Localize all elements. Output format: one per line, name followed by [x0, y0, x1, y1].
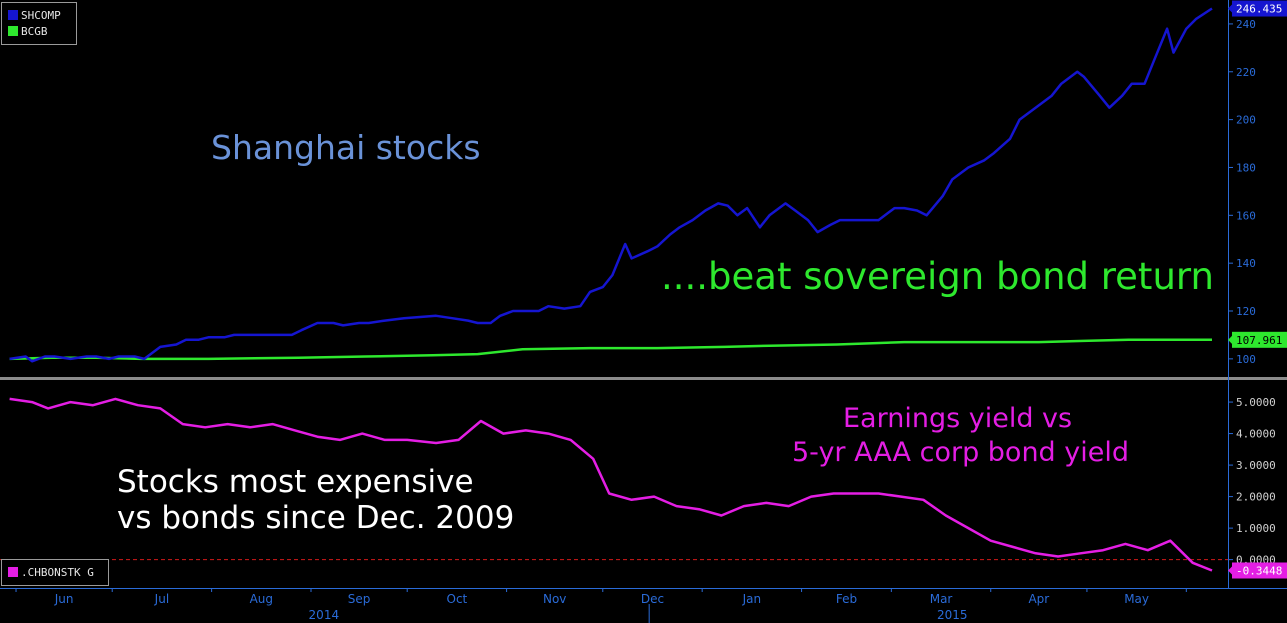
- y-tick-label-top-100: 100: [1236, 353, 1256, 366]
- annotation-earnings-line2: 5-yr AAA corp bond yield: [792, 437, 1130, 468]
- x-month-label-jul: Jul: [154, 592, 169, 606]
- x-month-label-oct: Oct: [447, 592, 468, 606]
- spread-line-last-value-arrow: [1228, 565, 1233, 576]
- annotation-expensive-line2: vs bonds since Dec. 2009: [117, 500, 515, 536]
- shcomp-line-last-value-label: 246.435: [1236, 3, 1282, 16]
- spread-line-last-value: -0.3448: [1228, 562, 1287, 579]
- bcgb-swatch: [8, 26, 18, 36]
- legend-top: SHCOMP BCGB: [1, 2, 77, 45]
- annotation-beat-bonds: ....beat sovereign bond return: [661, 255, 1214, 298]
- spread-line: [9, 397, 1213, 572]
- legend-bottom: .CHBONSTK G: [1, 559, 109, 586]
- y-tick-label-top-140: 140: [1236, 257, 1256, 270]
- legend-label-spread: .CHBONSTK G: [21, 566, 94, 579]
- y-tick-label-top-240: 240: [1236, 18, 1256, 31]
- x-month-label-dec: Dec: [641, 592, 664, 606]
- legend-item-bcgb: BCGB: [8, 24, 76, 40]
- spread-line-last-value-box: [1232, 562, 1287, 579]
- y-tick-label-top-160: 160: [1236, 209, 1256, 222]
- x-month-label-aug: Aug: [250, 592, 273, 606]
- y-tick-label-top-120: 120: [1236, 305, 1256, 318]
- y-tick-label-bottom-5.0000: 5.0000: [1236, 396, 1276, 409]
- x-month-label-may: May: [1124, 592, 1149, 606]
- bcgb-line-last-value-box: [1232, 331, 1287, 348]
- shcomp-line-last-value-arrow: [1228, 3, 1233, 14]
- annotation-expensive-line1: Stocks most expensive: [117, 464, 474, 500]
- panel-divider: [0, 377, 1287, 380]
- bcgb-line-last-value-label: 107.961: [1236, 334, 1282, 347]
- legend-label-shcomp: SHCOMP: [21, 9, 61, 22]
- shcomp-line: [9, 7, 1213, 363]
- x-month-label-feb: Feb: [836, 592, 857, 606]
- y-tick-label-top-200: 200: [1236, 114, 1256, 127]
- spread-swatch: [8, 567, 18, 577]
- legend-item-shcomp: SHCOMP: [8, 8, 76, 24]
- spread-line-last-value-label: -0.3448: [1236, 565, 1282, 578]
- annotation-earnings-line1: Earnings yield vs: [843, 403, 1073, 434]
- y-tick-label-bottom-4.0000: 4.0000: [1236, 428, 1276, 441]
- x-year-label-2014: 2014: [309, 608, 340, 622]
- bcgb-line: [9, 338, 1213, 361]
- y-tick-label-bottom-1.0000: 1.0000: [1236, 522, 1276, 535]
- x-year-label-2015: 2015: [937, 608, 968, 622]
- y-tick-label-top-220: 220: [1236, 66, 1256, 79]
- x-month-label-nov: Nov: [543, 592, 566, 606]
- legend-item-spread: .CHBONSTK G: [8, 565, 108, 581]
- x-month-label-mar: Mar: [930, 592, 953, 606]
- x-month-label-jan: Jan: [742, 592, 762, 606]
- shcomp-swatch: [8, 10, 18, 20]
- bcgb-line-last-value-arrow: [1228, 334, 1233, 345]
- x-month-label-apr: Apr: [1028, 592, 1049, 606]
- x-month-label-jun: Jun: [54, 592, 74, 606]
- y-tick-label-bottom-3.0000: 3.0000: [1236, 459, 1276, 472]
- legend-label-bcgb: BCGB: [21, 25, 48, 38]
- y-tick-label-top-180: 180: [1236, 161, 1256, 174]
- y-tick-label-bottom-2.0000: 2.0000: [1236, 491, 1276, 504]
- annotation-shanghai: Shanghai stocks: [211, 128, 481, 167]
- shcomp-line-last-value: 246.435: [1228, 0, 1287, 17]
- x-month-label-sep: Sep: [348, 592, 371, 606]
- shcomp-line-last-value-box: [1232, 0, 1287, 17]
- bcgb-line-last-value: 107.961: [1228, 331, 1287, 348]
